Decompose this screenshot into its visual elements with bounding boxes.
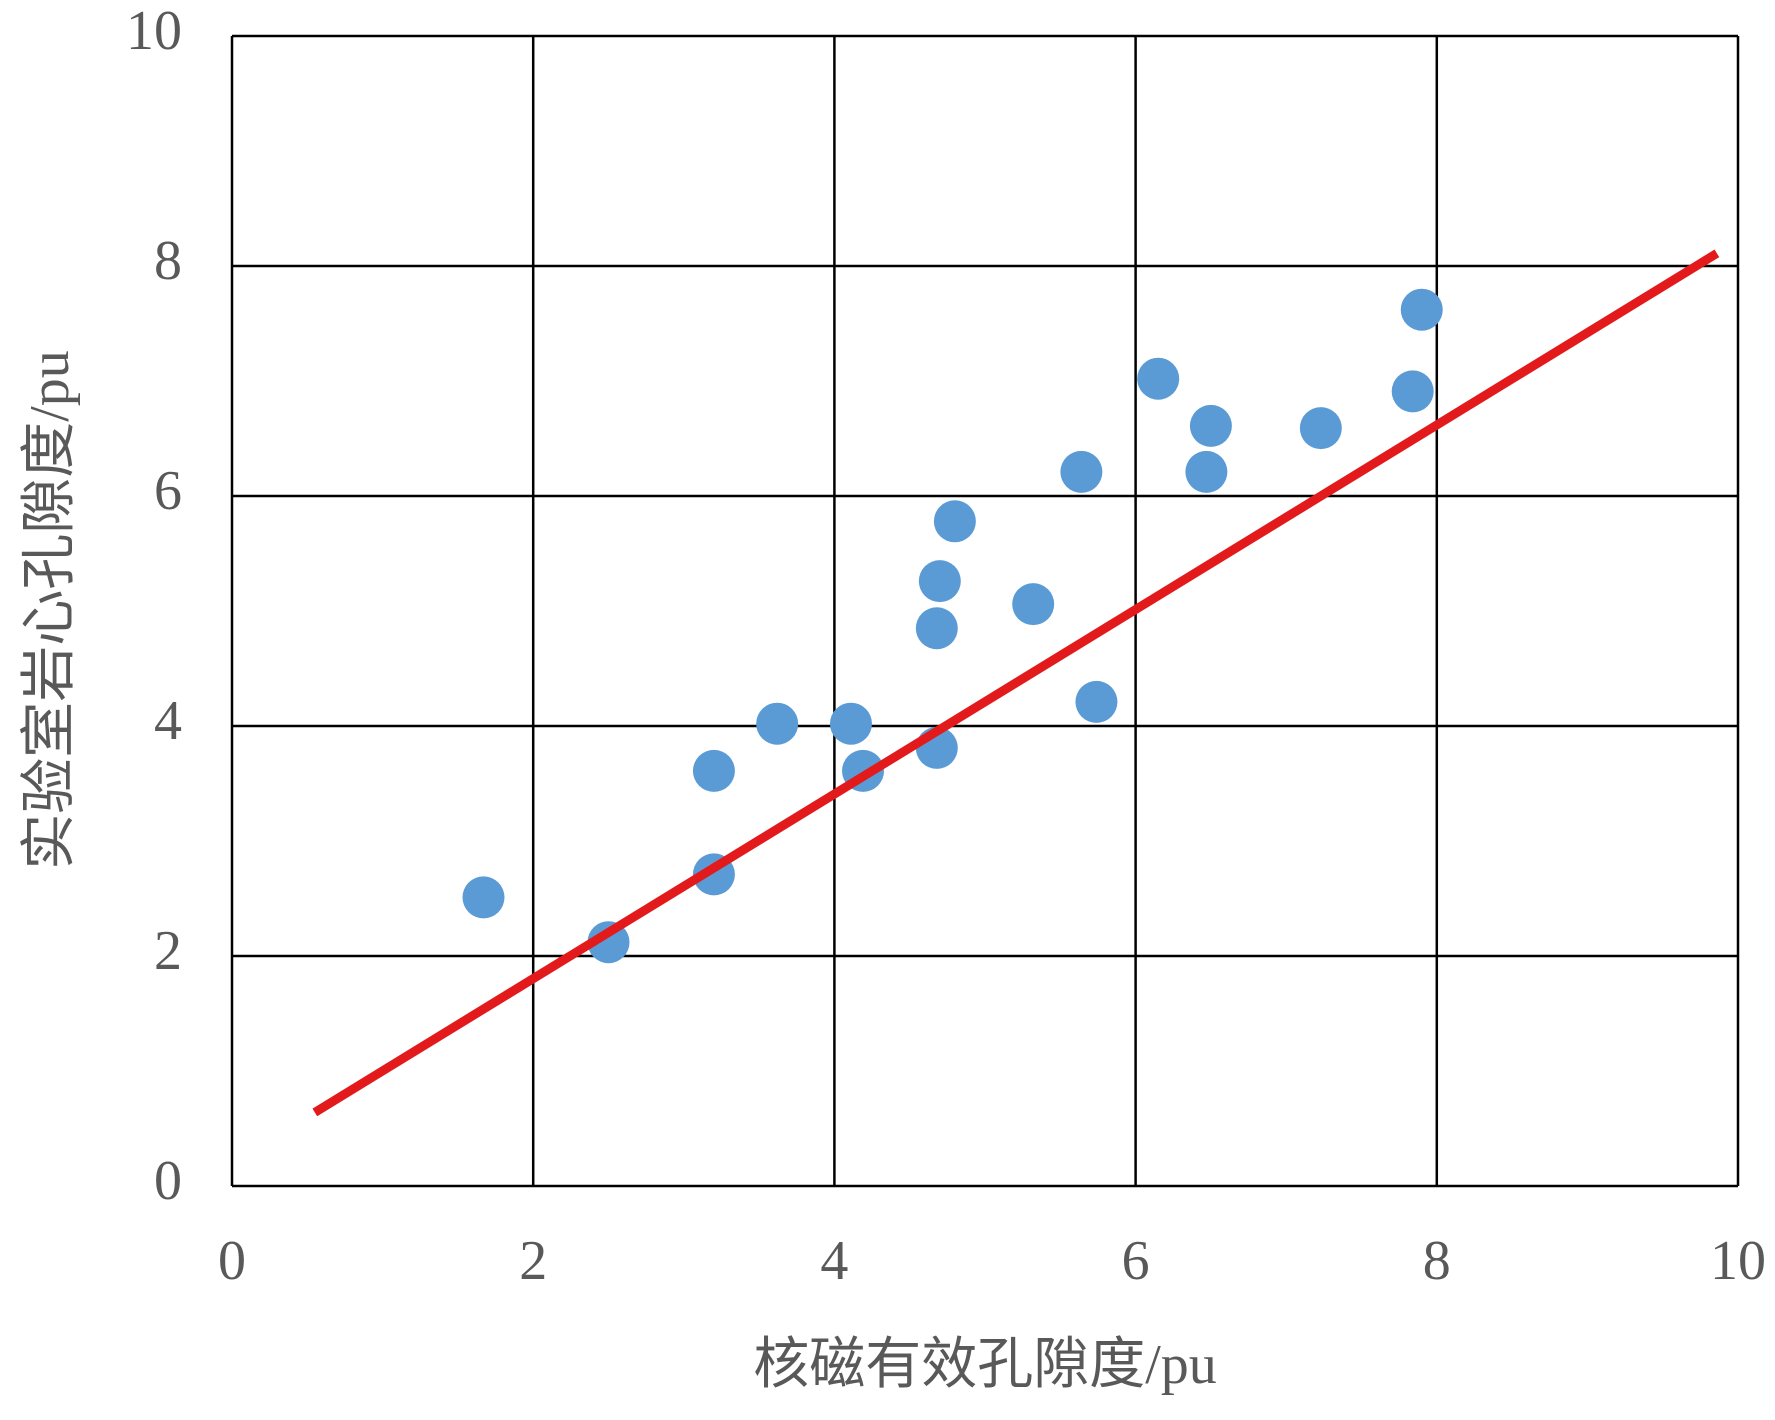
data-point — [829, 702, 872, 745]
data-point — [1060, 450, 1103, 493]
data-point — [1391, 370, 1434, 413]
data-point — [587, 921, 630, 964]
data-point — [1189, 404, 1232, 447]
y-axis-label: 实验室岩心孔隙度/pu — [19, 350, 81, 870]
data-point — [918, 560, 961, 603]
y-tick-label: 4 — [154, 690, 182, 752]
data-point — [462, 876, 505, 919]
data-point — [915, 607, 958, 650]
data-point — [1299, 407, 1342, 450]
x-tick-label: 2 — [519, 1230, 547, 1292]
data-point — [1012, 583, 1055, 626]
y-tick-label: 2 — [154, 920, 182, 982]
y-tick-label: 10 — [126, 0, 182, 62]
data-point — [1137, 357, 1180, 400]
x-tick-label: 10 — [1710, 1230, 1766, 1292]
y-tick-label: 0 — [154, 1150, 182, 1212]
x-axis-label: 核磁有效孔隙度/pu — [753, 1334, 1217, 1396]
trend-line — [312, 249, 1720, 1117]
data-point — [692, 749, 735, 792]
data-point — [1075, 680, 1118, 723]
x-tick-label: 0 — [218, 1230, 246, 1292]
x-tick-label: 6 — [1122, 1230, 1150, 1292]
data-point — [1185, 450, 1228, 493]
data-point — [1400, 288, 1443, 331]
x-tick-label: 4 — [820, 1230, 848, 1292]
y-tick-label: 8 — [154, 230, 182, 292]
data-point — [933, 500, 976, 543]
y-tick-label: 6 — [154, 460, 182, 522]
data-point — [756, 702, 799, 745]
x-tick-label: 8 — [1423, 1230, 1451, 1292]
